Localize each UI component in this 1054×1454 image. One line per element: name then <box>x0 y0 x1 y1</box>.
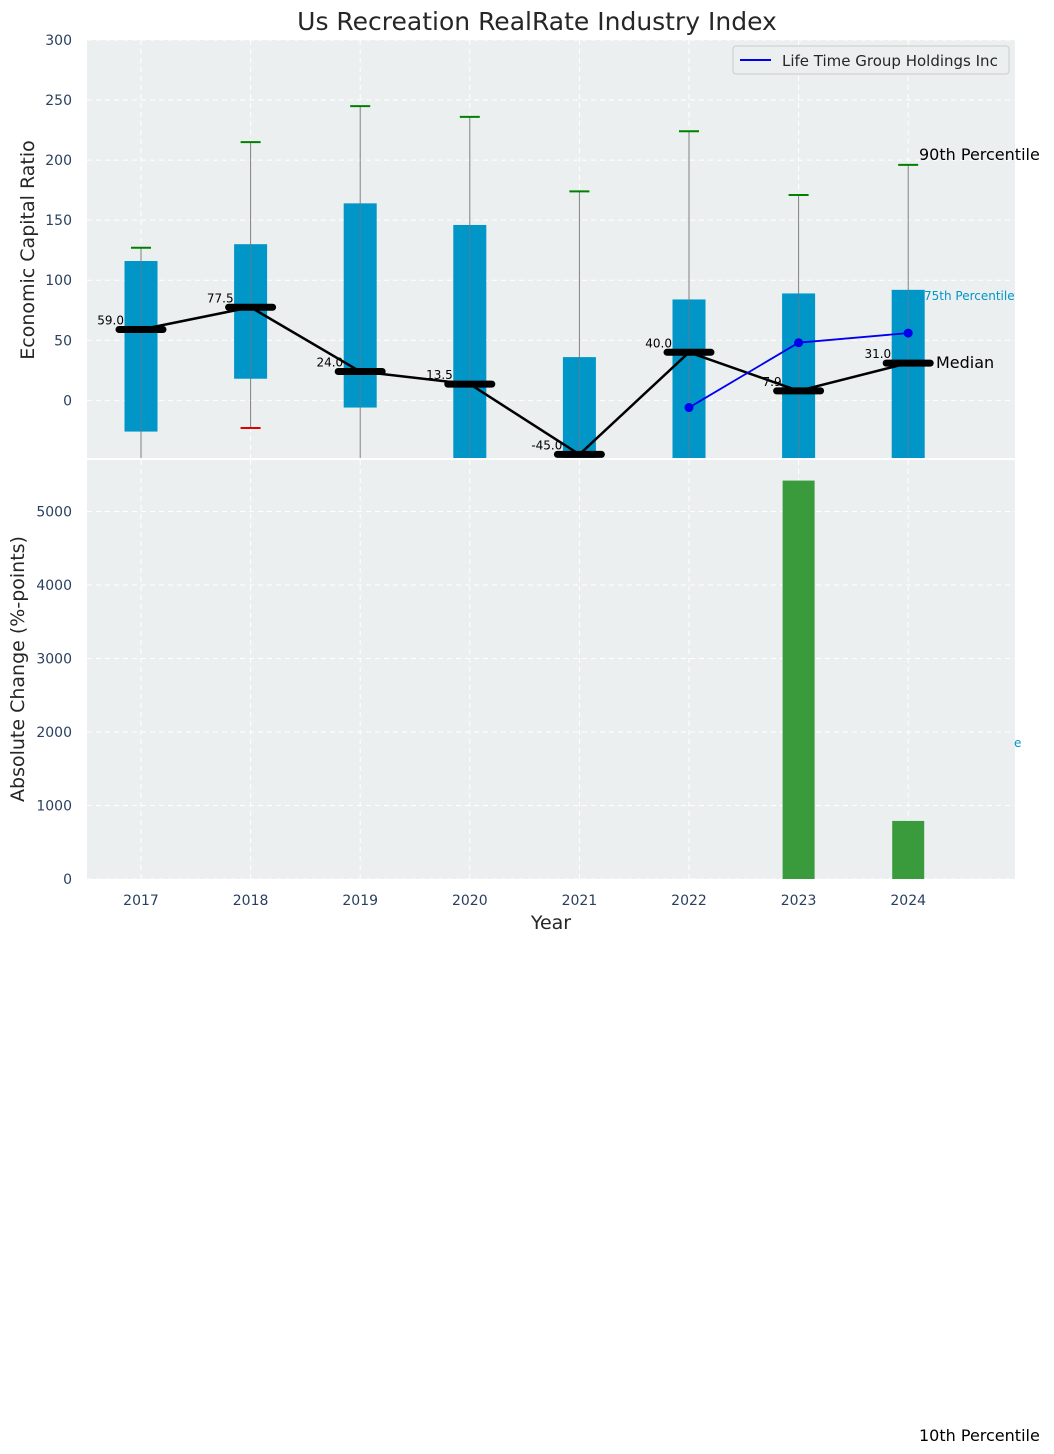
x-tick-label: 2023 <box>781 893 817 909</box>
median-value-label: 13.5 <box>426 368 453 382</box>
median-value-label: 7.9 <box>763 375 782 389</box>
top-y-tick-label: 100 <box>45 273 72 289</box>
company-point <box>684 403 694 413</box>
bottom-y-tick-label: 1000 <box>36 798 72 814</box>
top-y-tick-label: 300 <box>45 33 72 49</box>
bottom-panel-background <box>87 460 1015 879</box>
median-value-label: 40.0 <box>645 336 672 350</box>
median-value-label: 24.0 <box>316 356 343 370</box>
bottom-y-tick-label: 0 <box>63 872 72 888</box>
legend-label: Life Time Group Holdings Inc <box>782 52 998 70</box>
annotation-median: Median <box>936 353 994 372</box>
y-axis-label-top: Economic Capital Ratio <box>17 140 39 359</box>
median-value-label: 31.0 <box>864 347 891 361</box>
top-y-tick-label: 50 <box>54 333 72 349</box>
company-series-group <box>684 328 913 413</box>
x-tick-label: 2022 <box>671 893 707 909</box>
x-tick-labels: 2017 2018 2019 2020 2021 2022 2023 2024 <box>123 893 926 909</box>
change-bars <box>782 480 925 879</box>
top-box-elements <box>124 105 925 458</box>
annotation-clipped: e <box>1014 736 1021 750</box>
annotation-10th-percentile: 10th Percentile <box>919 1426 1040 1445</box>
bottom-y-tick-labels: 0 1000 2000 3000 4000 5000 <box>36 504 72 888</box>
top-y-tick-label: 250 <box>45 93 72 109</box>
annotation-90th-percentile: 90th Percentile <box>919 145 1040 164</box>
median-value-label: 59.0 <box>97 313 124 327</box>
x-tick-label: 2021 <box>562 893 598 909</box>
top-panel: 0 50 100 150 200 250 300 59.0 77.5 24.0 13.5 -45.0… <box>17 33 1040 458</box>
median-value-labels: 59.0 77.5 24.0 13.5 -45.0 40.0 7.9 31.0 <box>97 291 891 452</box>
median-trend-line <box>140 305 909 456</box>
top-panel-background <box>87 40 1015 458</box>
bottom-y-tick-label: 3000 <box>36 651 72 667</box>
top-y-tick-label: 200 <box>45 153 72 169</box>
x-tick-label: 2020 <box>452 893 488 909</box>
median-value-label: 77.5 <box>207 291 234 305</box>
top-y-tick-label: 150 <box>45 213 72 229</box>
legend-box <box>732 45 1010 75</box>
x-tick-label: 2017 <box>123 893 159 909</box>
top-y-tick-label: 0 <box>63 393 72 409</box>
x-tick-label: 2018 <box>233 893 269 909</box>
median-line-group <box>115 303 934 458</box>
company-point <box>794 338 804 348</box>
x-tick-label: 2019 <box>342 893 378 909</box>
company-point <box>903 328 913 338</box>
annotation-75th-percentile: 75th Percentile <box>924 289 1015 303</box>
x-tick-label: 2024 <box>890 893 926 909</box>
median-value-label: -45.0 <box>531 438 562 452</box>
change-bar <box>782 480 815 879</box>
y-axis-label-bottom: Absolute Change (%-points) <box>7 536 29 802</box>
top-y-tick-labels: 0 50 100 150 200 250 300 <box>45 33 72 409</box>
bottom-y-tick-label: 5000 <box>36 504 72 520</box>
chart-title: Us Recreation RealRate Industry Index <box>297 7 777 36</box>
bottom-y-tick-label: 2000 <box>36 725 72 741</box>
change-bar <box>892 820 925 879</box>
bottom-y-tick-label: 4000 <box>36 578 72 594</box>
x-axis-label: Year <box>530 912 571 934</box>
legend: Life Time Group Holdings Inc <box>732 45 1010 75</box>
